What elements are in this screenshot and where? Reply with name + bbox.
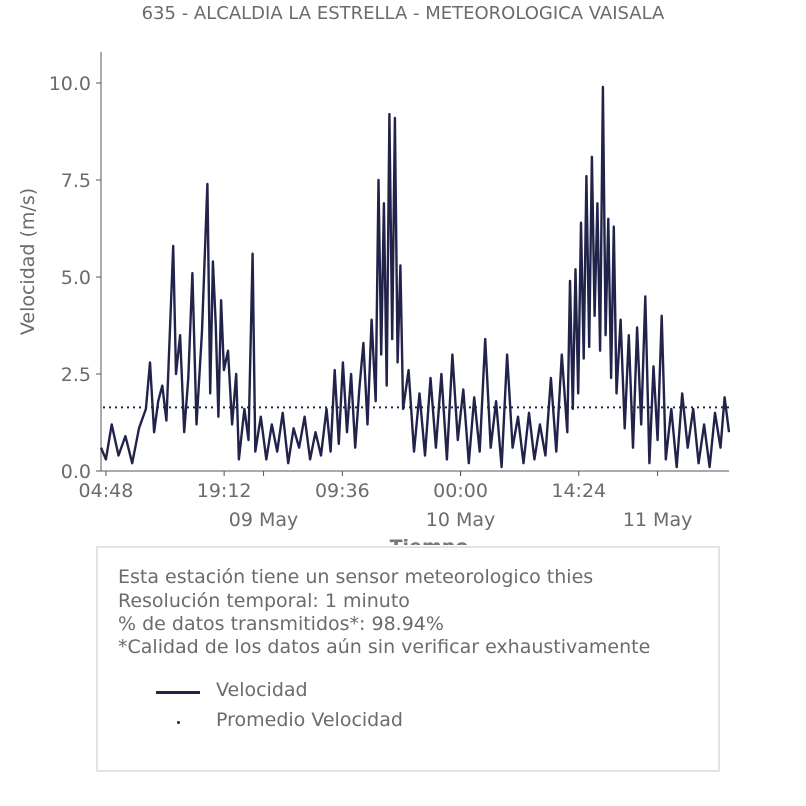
y-tick-label: 10.0: [49, 73, 91, 95]
info-line-resolution: Resolución temporal: 1 minuto: [118, 590, 410, 612]
x-date-label: 10 May: [426, 509, 496, 531]
x-axis-label: Tiempo: [390, 536, 469, 545]
legend-label-velocidad: Velocidad: [216, 679, 308, 701]
info-box: Esta estación tiene un sensor meteorolog…: [96, 546, 720, 772]
line-chart: 0.0 2.5 5.0 7.5 10.0 Velocidad (m/s) 04:48 19:1…: [17, 52, 731, 545]
x-tick-label: 09:36: [315, 480, 370, 502]
x-tick-label: 14:24: [551, 480, 606, 502]
info-line-quality: *Calidad de los datos aún sin verificar …: [118, 636, 651, 658]
x-date-label: 09 May: [229, 509, 299, 531]
y-tick-label: 0.0: [61, 461, 91, 483]
y-tick-label: 7.5: [61, 170, 91, 192]
y-tick-label: 5.0: [61, 267, 91, 289]
info-line-percent: % de datos transmitidos*: 98.94%: [118, 613, 444, 635]
y-tick-label: 2.5: [61, 364, 91, 386]
x-tick-label: 19:12: [197, 480, 252, 502]
legend-swatch-promedio: [177, 721, 180, 724]
x-date-label: 11 May: [623, 509, 693, 531]
info-line-sensor: Esta estación tiene un sensor meteorolog…: [118, 566, 594, 588]
velocidad-line: [99, 85, 731, 469]
chart-axes: 0.0 2.5 5.0 7.5 10.0 Velocidad (m/s) 04:48 19:1…: [17, 52, 729, 545]
legend-label-promedio: Promedio Velocidad: [216, 709, 403, 731]
y-axis-label: Velocidad (m/s): [17, 188, 39, 335]
x-tick-label: 00:00: [433, 480, 488, 502]
legend-swatch-velocidad: [156, 691, 200, 694]
chart-title: 635 - ALCALDIA LA ESTRELLA - METEOROLOGI…: [141, 3, 665, 24]
chart-marks: [99, 85, 731, 469]
x-tick-label: 04:48: [79, 480, 134, 502]
